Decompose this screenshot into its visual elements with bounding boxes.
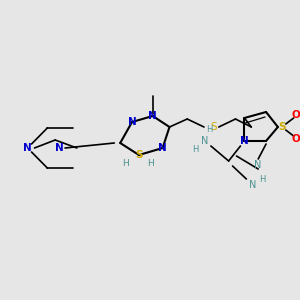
Text: N: N <box>148 111 157 121</box>
Text: H: H <box>259 175 265 184</box>
Text: N: N <box>254 160 262 170</box>
Text: O: O <box>291 134 300 144</box>
Text: S: S <box>211 122 217 132</box>
Text: S: S <box>135 150 143 160</box>
Text: N: N <box>128 117 136 127</box>
Text: H: H <box>147 158 154 167</box>
Text: H: H <box>206 124 212 134</box>
Text: O: O <box>291 110 300 120</box>
Text: N: N <box>240 136 249 146</box>
Text: H: H <box>192 145 198 154</box>
Text: N: N <box>201 136 209 146</box>
Text: N: N <box>55 143 64 153</box>
Text: N: N <box>158 143 167 153</box>
Text: N: N <box>249 180 256 190</box>
Text: N: N <box>23 143 32 153</box>
Text: S: S <box>278 122 286 132</box>
Text: H: H <box>122 158 128 167</box>
